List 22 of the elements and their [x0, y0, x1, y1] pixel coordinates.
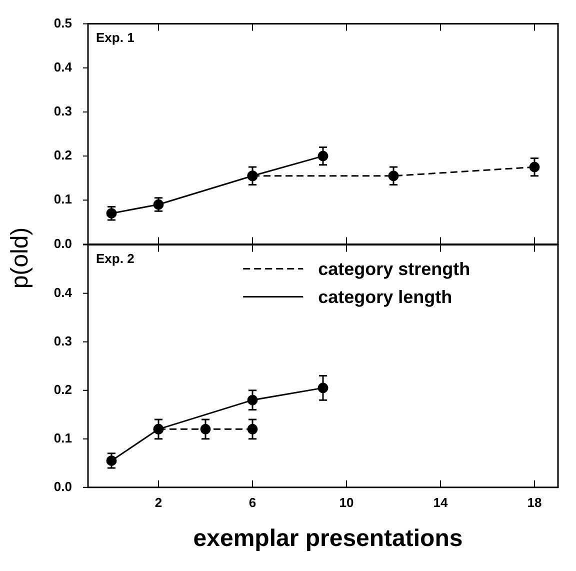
x-tick-label: 10 [339, 494, 354, 510]
annotation: Exp. 1 [96, 30, 134, 45]
legend-label: category strength [318, 258, 470, 279]
y-tick-label: 0.0 [54, 236, 72, 251]
y-tick-label: 0.3 [54, 104, 72, 119]
x-tick-label: 18 [527, 494, 542, 510]
x-axis-title: exemplar presentations [192, 525, 464, 553]
y-tick-label: 0.2 [54, 382, 72, 397]
y-tick-label: 0.5 [54, 15, 72, 30]
y-tick-label: 0.1 [54, 430, 72, 446]
y-tick-label: 0.4 [54, 284, 73, 300]
y-tick-label: 0.4 [54, 59, 73, 74]
x-tick-label: 6 [248, 494, 256, 510]
y-tick-label: 0.3 [54, 333, 72, 348]
x-tick-label: 2 [154, 494, 162, 510]
y-tick-label: 0.2 [54, 148, 72, 163]
x-tick-label: 14 [433, 494, 448, 510]
legend-label: category length [318, 286, 452, 307]
y-axis-title: p(old) [6, 227, 34, 289]
y-tick-label: 0.1 [54, 192, 72, 207]
annotation: Exp. 2 [96, 250, 134, 266]
y-tick-label: 0.0 [54, 478, 72, 494]
